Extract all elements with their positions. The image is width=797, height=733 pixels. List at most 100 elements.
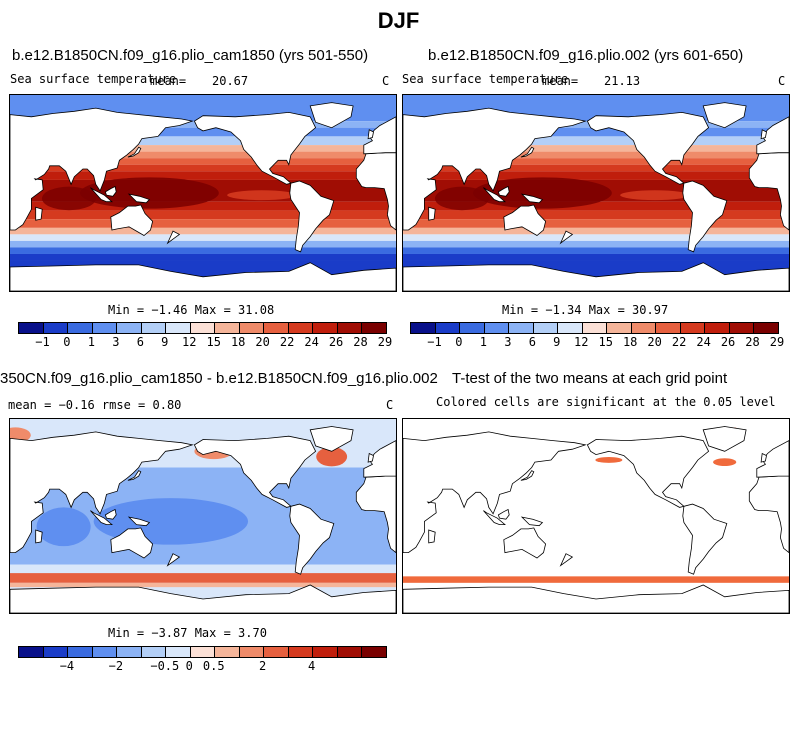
sst-band: [10, 127, 396, 137]
colorbar-tick-label: 3: [112, 335, 120, 349]
panel1-units: C: [382, 74, 390, 88]
panel3-units: C: [386, 398, 394, 412]
sst-band: [403, 171, 789, 180]
colorbar-tick-label: 18: [622, 335, 638, 349]
colorbar-tick-label: 3: [504, 335, 512, 349]
colorbar-cell: [729, 323, 755, 333]
diff-warm-natl: [316, 447, 348, 467]
colorbar-tick-label: 22: [671, 335, 687, 349]
land-outline: [559, 553, 574, 567]
colorbar-tick-label: 22: [279, 335, 295, 349]
colorbar-cell: [313, 647, 338, 657]
colorbar-tick-label: 1: [87, 335, 96, 349]
panel3-colorbar: [18, 646, 387, 658]
colorbar-cell: [288, 647, 314, 657]
land-outline: [483, 510, 506, 525]
land-outline: [10, 107, 194, 231]
sst-band: [10, 247, 396, 254]
sst-band: [403, 151, 789, 159]
panel1-mean-value: 20.67: [212, 74, 249, 88]
diff-warm-strip: [10, 573, 396, 583]
diff-cool-indian: [36, 507, 91, 547]
cold-tongue: [227, 190, 297, 201]
colorbar-cell: [117, 647, 142, 657]
panel1-colorbar: [18, 322, 387, 334]
colorbar-cell: [166, 647, 191, 657]
land-outline: [193, 111, 317, 185]
colorbar-cell: [141, 647, 167, 657]
colorbar-cell: [509, 323, 534, 333]
colorbar-cell: [43, 323, 69, 333]
colorbar-cell: [68, 323, 93, 333]
colorbar-cell: [117, 323, 142, 333]
land-outline: [363, 440, 396, 478]
sst-band: [10, 145, 396, 152]
colorbar-cell: [411, 323, 436, 333]
land-outline: [702, 426, 747, 452]
colorbar-tick-label: 24: [696, 335, 711, 349]
colorbar-tick-label: 9: [553, 335, 561, 349]
land-outline: [520, 470, 535, 481]
colorbar-cell: [460, 323, 485, 333]
land-outline: [483, 187, 506, 203]
colorbar-cell: [607, 323, 632, 333]
land-outline: [127, 193, 151, 204]
colorbar-cell: [337, 323, 363, 333]
land-outline: [586, 111, 710, 185]
sst-band: [403, 127, 789, 137]
panel1-minmax: Min = −1.46 Max = 31.08: [108, 303, 275, 317]
panel1-title: b.e12.B1850CN.f09_g16.plio_cam1850 (yrs …: [12, 47, 369, 64]
land-outline: [403, 584, 789, 613]
panel2-mean-label: mean=: [542, 74, 579, 88]
warm-pool: [79, 177, 219, 209]
land-outline: [586, 435, 710, 508]
colorbar-tick-label: 26: [328, 335, 344, 349]
land-outline: [35, 206, 43, 221]
land-outline: [90, 510, 113, 525]
cold-tongue: [620, 190, 690, 201]
sst-band: [10, 151, 396, 159]
sst-band: [10, 158, 396, 165]
colorbar-cell: [19, 323, 44, 333]
sst-band: [10, 234, 396, 241]
land-outline: [355, 152, 396, 231]
sst-band: [10, 210, 396, 220]
sst-band: [10, 219, 396, 228]
colorbar-cell: [435, 323, 461, 333]
land-outline: [166, 230, 181, 245]
land-outline: [760, 129, 767, 140]
land-outline: [127, 146, 142, 158]
land-outline: [520, 516, 544, 527]
land-outline: [110, 204, 154, 236]
panel2-sst-map: [402, 94, 790, 292]
colorbar-cell: [19, 647, 44, 657]
significant-region-south: [403, 576, 789, 583]
colorbar-tick-label: −1: [35, 335, 50, 349]
colorbar-tick-label: 28: [353, 335, 368, 349]
land-outline: [193, 435, 317, 508]
land-outline: [748, 475, 789, 554]
panel4-title: T-test of the two means at each grid poi…: [452, 370, 728, 387]
colorbar-tick-label: 0: [63, 335, 71, 349]
panel2-colorbar-labels: −1 0 1 3 6 9 12 15 18 20 22 24 26 28 29: [410, 335, 784, 349]
colorbar-tick-label: 15: [598, 335, 613, 349]
land-outline: [127, 516, 151, 527]
significant-region-natl: [713, 458, 737, 466]
colorbar-tick-label: −0.5: [150, 659, 180, 673]
sst-band: [403, 234, 789, 241]
colorbar-cell: [190, 323, 216, 333]
colorbar-tick-label: 2: [259, 659, 267, 673]
colorbar-cell: [239, 323, 265, 333]
sst-band: [403, 136, 789, 146]
land-outline: [682, 180, 728, 253]
colorbar-cell: [215, 647, 240, 657]
colorbar-tick-label: 12: [574, 335, 589, 349]
panel3-title: 350CN.f09_g16.plio_cam1850 - b.e12.B1850…: [0, 370, 438, 387]
land-outline: [110, 527, 154, 559]
panel1-field-label: Sea surface temperature: [10, 72, 177, 86]
colorbar-tick-label: 29: [769, 335, 785, 349]
panel2-colorbar: [410, 322, 779, 334]
colorbar-cell: [141, 323, 167, 333]
colorbar-cell: [558, 323, 583, 333]
land-outline: [127, 470, 142, 481]
